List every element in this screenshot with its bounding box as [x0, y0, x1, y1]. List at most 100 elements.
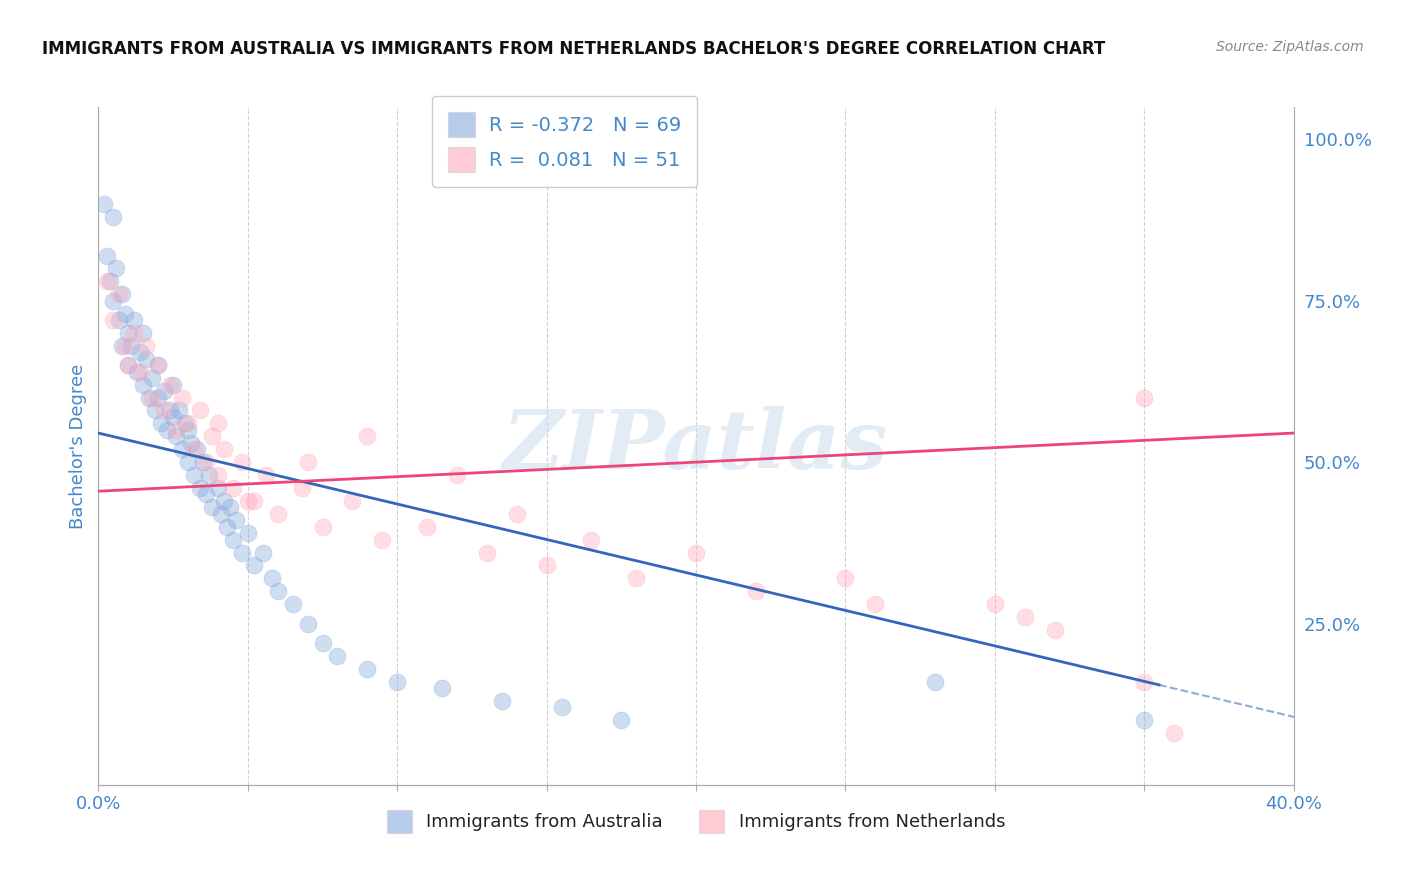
Point [243, 558, 266, 573]
Point [446, 468, 468, 483]
Point [1133, 391, 1156, 405]
Point [536, 558, 558, 573]
Point [209, 507, 232, 521]
Point [416, 519, 439, 533]
Point [201, 500, 224, 515]
Point [281, 597, 304, 611]
Point [132, 326, 155, 340]
Point [117, 359, 139, 373]
Point [201, 429, 224, 443]
Point [135, 339, 157, 353]
Point [148, 359, 170, 373]
Point [207, 481, 229, 495]
Point [129, 365, 152, 379]
Point [311, 636, 333, 650]
Point [159, 377, 181, 392]
Point [117, 359, 139, 373]
Point [267, 507, 290, 521]
Point [177, 455, 200, 469]
Point [183, 468, 205, 483]
Point [225, 513, 247, 527]
Point [236, 494, 259, 508]
Text: Source: ZipAtlas.com: Source: ZipAtlas.com [1216, 40, 1364, 54]
Point [165, 429, 187, 443]
Point [120, 339, 142, 353]
Point [162, 409, 184, 424]
Point [114, 339, 136, 353]
Point [167, 403, 190, 417]
Point [1133, 674, 1156, 689]
Point [745, 584, 768, 599]
Point [326, 648, 349, 663]
Point [188, 403, 211, 417]
Point [207, 468, 229, 483]
Point [153, 403, 176, 417]
Point [103, 293, 125, 308]
Point [550, 700, 572, 714]
Point [111, 339, 134, 353]
Text: ZIPatlas: ZIPatlas [503, 406, 889, 486]
Point [212, 442, 235, 457]
Point [195, 455, 218, 469]
Point [124, 313, 146, 327]
Point [342, 494, 364, 508]
Point [177, 423, 200, 437]
Point [96, 274, 118, 288]
Point [506, 507, 529, 521]
Point [865, 597, 887, 611]
Point [93, 197, 115, 211]
Point [191, 455, 214, 469]
Point [254, 468, 277, 483]
Y-axis label: Bachelor's Degree: Bachelor's Degree [69, 363, 87, 529]
Point [117, 326, 139, 340]
Point [135, 351, 157, 366]
Point [297, 455, 319, 469]
Text: IMMIGRANTS FROM AUSTRALIA VS IMMIGRANTS FROM NETHERLANDS BACHELOR'S DEGREE CORRE: IMMIGRANTS FROM AUSTRALIA VS IMMIGRANTS … [42, 40, 1105, 58]
Point [430, 681, 453, 695]
Point [371, 533, 394, 547]
Point [148, 359, 170, 373]
Point [610, 714, 633, 728]
Point [156, 423, 179, 437]
Point [150, 417, 173, 431]
Point [252, 545, 274, 559]
Point [297, 616, 319, 631]
Point [172, 391, 194, 405]
Point [180, 435, 202, 450]
Point [219, 500, 242, 515]
Point [141, 371, 163, 385]
Point [231, 455, 253, 469]
Point [132, 377, 155, 392]
Point [108, 313, 131, 327]
Point [1014, 610, 1036, 624]
Point [1133, 714, 1156, 728]
Point [491, 694, 513, 708]
Point [626, 571, 648, 585]
Point [243, 494, 266, 508]
Point [183, 442, 205, 457]
Point [1043, 623, 1066, 637]
Point [207, 417, 229, 431]
Point [141, 391, 163, 405]
Point [108, 287, 131, 301]
Point [172, 442, 194, 457]
Point [475, 545, 498, 559]
Point [174, 417, 197, 431]
Point [834, 571, 856, 585]
Point [105, 261, 128, 276]
Point [581, 533, 603, 547]
Point [1163, 726, 1185, 740]
Point [98, 274, 122, 288]
Point [195, 487, 218, 501]
Point [984, 597, 1007, 611]
Point [129, 345, 152, 359]
Point [177, 417, 200, 431]
Point [356, 429, 378, 443]
Point [291, 481, 314, 495]
Point [127, 365, 149, 379]
Point [103, 313, 125, 327]
Point [96, 248, 118, 262]
Point [236, 526, 259, 541]
Point [143, 403, 166, 417]
Point [356, 662, 378, 676]
